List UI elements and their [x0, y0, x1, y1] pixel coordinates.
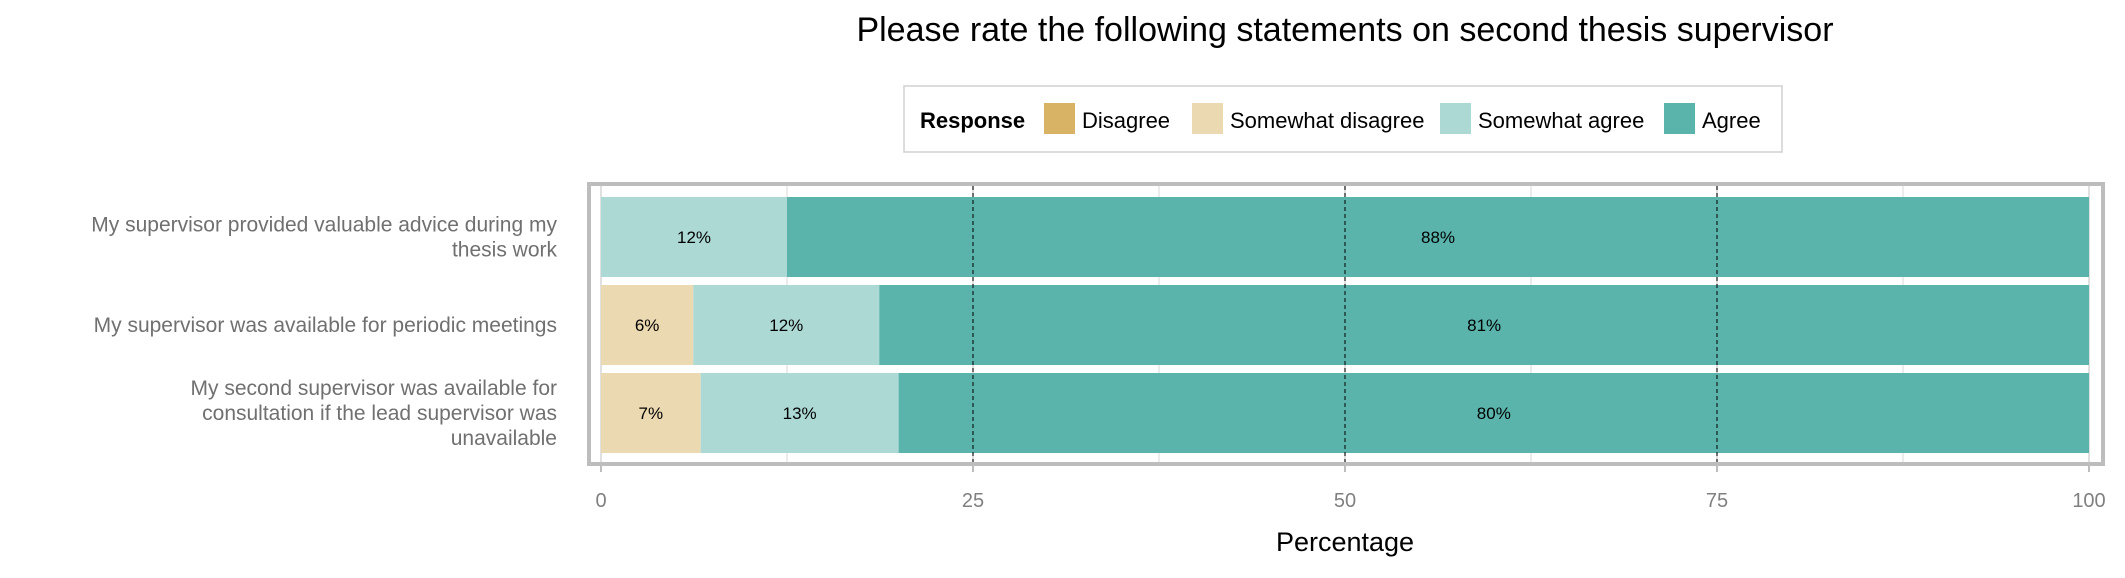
legend-label: Somewhat agree	[1478, 108, 1644, 133]
x-tick-label: 100	[2072, 490, 2105, 512]
bar-segment	[601, 373, 701, 453]
bar-segment	[693, 285, 880, 365]
legend-label: Somewhat disagree	[1230, 108, 1424, 133]
data-label: 80%	[1477, 404, 1511, 423]
bar-segment	[787, 197, 2089, 277]
x-tick-label: 75	[1706, 490, 1728, 512]
legend-swatch	[1664, 103, 1695, 134]
x-tick-label: 0	[595, 490, 606, 512]
plot-area: 12% 88% 6% 12% 81% 7% 13% 80%	[587, 182, 2105, 466]
x-axis-title: Percentage	[1276, 527, 1414, 557]
category-label: My supervisor was available for periodic…	[94, 314, 557, 337]
x-tick-label: 50	[1334, 490, 1356, 512]
bar-segment	[879, 285, 2089, 365]
data-label: 12%	[677, 228, 711, 247]
data-label: 12%	[769, 316, 803, 335]
bar-segment	[700, 373, 899, 453]
bar-segment	[898, 373, 2089, 453]
legend-swatch	[1044, 103, 1075, 134]
data-label: 13%	[783, 404, 817, 423]
bar-segment	[601, 285, 694, 365]
legend: Response Disagree Somewhat disagree Somewh…	[903, 85, 1783, 153]
data-label: 7%	[639, 404, 664, 423]
legend-swatch	[1192, 103, 1223, 134]
category-label: My second supervisor was available for co…	[191, 377, 558, 450]
legend-label: Disagree	[1082, 108, 1170, 133]
category-label: My supervisor provided valuable advice d…	[91, 214, 557, 262]
legend-swatch	[1440, 103, 1471, 134]
bar-segment	[601, 197, 787, 277]
data-label: 6%	[635, 316, 660, 335]
x-tick-label: 25	[962, 490, 984, 512]
data-label: 88%	[1421, 228, 1455, 247]
chart-title: Please rate the following statements on …	[856, 11, 1833, 49]
legend-title: Response	[920, 108, 1025, 133]
legend-label: Agree	[1702, 108, 1761, 133]
panel-border	[587, 182, 2105, 466]
data-label: 81%	[1467, 316, 1501, 335]
